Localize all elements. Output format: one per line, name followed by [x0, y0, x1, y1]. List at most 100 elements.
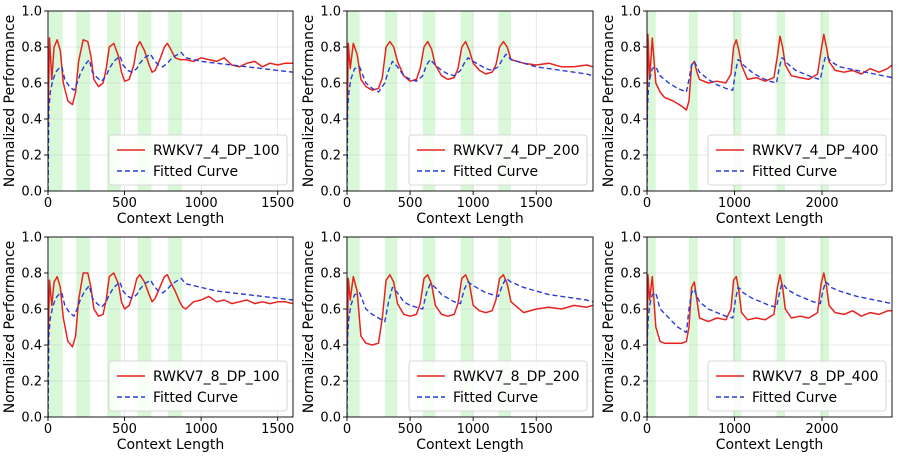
- x-tick-label: 0: [44, 422, 52, 437]
- y-axis-label: Normalized Performance: [2, 15, 18, 188]
- x-tick-label: 1500: [520, 422, 553, 437]
- legend-label: RWKV7_8_DP_400: [752, 369, 879, 385]
- shaded-region: [689, 11, 698, 191]
- legend-label: RWKV7_4_DP_400: [752, 143, 879, 159]
- legend-label: Fitted Curve: [153, 164, 238, 180]
- x-axis-label: Context Length: [117, 437, 225, 453]
- y-tick-label: 0.2: [320, 375, 341, 390]
- shaded-region: [647, 11, 656, 191]
- legend-label: Fitted Curve: [453, 164, 538, 180]
- legend-box: [707, 360, 887, 412]
- x-tick-label: 2000: [805, 422, 838, 437]
- performance-line: [48, 37, 293, 123]
- x-tick-label: 0: [643, 196, 651, 211]
- shaded-region: [347, 237, 360, 417]
- y-tick-label: 0.2: [21, 149, 42, 164]
- legend: RWKV7_8_DP_100 Fitted Curve: [108, 360, 288, 412]
- y-tick-label: 0.2: [620, 375, 641, 390]
- fitted-curve-line: [48, 51, 293, 191]
- x-axis-label: Context Length: [716, 211, 824, 227]
- y-tick-label: 0.8: [320, 41, 341, 56]
- y-tick-label: 1.0: [320, 5, 341, 20]
- shaded-region: [48, 11, 63, 191]
- y-tick-label: 1.0: [320, 231, 341, 246]
- y-tick-label: 0.0: [320, 185, 341, 200]
- x-tick-label: 1500: [261, 422, 294, 437]
- shaded-region: [820, 237, 829, 417]
- y-tick-label: 0.6: [21, 77, 42, 92]
- axes-frame: [646, 10, 893, 192]
- axes-frame: [346, 236, 594, 418]
- shaded-region: [820, 11, 829, 191]
- shaded-region: [48, 237, 63, 417]
- y-tick-label: 0.0: [620, 185, 641, 200]
- x-tick-label: 500: [112, 196, 137, 211]
- performance-line: [347, 274, 593, 355]
- x-axis-label: Context Length: [416, 211, 524, 227]
- x-tick-label: 1000: [718, 196, 751, 211]
- performance-line: [48, 272, 293, 349]
- legend-label: Fitted Curve: [752, 164, 837, 180]
- y-tick-label: 1.0: [620, 231, 641, 246]
- y-tick-label: 0.8: [620, 41, 641, 56]
- legend-label: RWKV7_4_DP_200: [453, 143, 580, 159]
- y-tick-label: 0.8: [21, 41, 42, 56]
- shaded-region: [384, 237, 398, 417]
- x-tick-label: 2000: [805, 196, 838, 211]
- performance-line: [647, 33, 892, 129]
- y-tick-label: 0.6: [21, 303, 42, 318]
- chart-panel-4: 0.0 0.2 0.4 0.6 0.8 1.0 0 500 1000 1500 Context Le…: [2, 231, 294, 454]
- x-axis-label: Context Length: [716, 437, 824, 453]
- y-tick-label: 0.0: [320, 411, 341, 426]
- legend-box: [707, 134, 887, 186]
- axes-frame: [47, 10, 294, 192]
- legend-label: RWKV7_8_DP_100: [153, 369, 280, 385]
- x-tick-label: 500: [398, 422, 423, 437]
- y-tick-label: 0.2: [320, 149, 341, 164]
- legend-label: Fitted Curve: [752, 390, 837, 406]
- y-tick-label: 0.8: [320, 267, 341, 282]
- legend-box: [408, 360, 588, 412]
- y-tick-label: 0.6: [320, 77, 341, 92]
- y-tick-label: 0.4: [620, 113, 641, 128]
- shaded-region: [647, 237, 656, 417]
- legend-label: Fitted Curve: [153, 390, 238, 406]
- x-tick-label: 1000: [185, 422, 218, 437]
- fitted-curve-line: [647, 55, 892, 191]
- fitted-curve-line: [647, 281, 892, 417]
- legend: RWKV7_4_DP_100 Fitted Curve: [108, 134, 288, 186]
- y-tick-label: 1.0: [620, 5, 641, 20]
- legend: RWKV7_8_DP_400 Fitted Curve: [707, 360, 887, 412]
- y-tick-label: 0.4: [21, 113, 42, 128]
- y-tick-label: 0.4: [320, 339, 341, 354]
- x-tick-label: 0: [643, 422, 651, 437]
- shaded-region: [384, 11, 398, 191]
- y-axis-label: Normalized Performance: [301, 15, 317, 188]
- shaded-region: [732, 11, 742, 191]
- shaded-region: [776, 11, 786, 191]
- shaded-region: [732, 237, 742, 417]
- x-tick-label: 1000: [457, 196, 490, 211]
- y-tick-label: 0.8: [21, 267, 42, 282]
- x-tick-label: 500: [398, 196, 423, 211]
- legend: RWKV7_8_DP_200 Fitted Curve: [408, 360, 588, 412]
- x-tick-label: 1000: [457, 422, 490, 437]
- y-tick-label: 1.0: [21, 231, 42, 246]
- y-tick-label: 0.6: [620, 77, 641, 92]
- y-tick-label: 0.0: [21, 411, 42, 426]
- axes-frame: [346, 10, 594, 192]
- shaded-region: [347, 11, 360, 191]
- y-tick-label: 0.0: [620, 411, 641, 426]
- x-tick-label: 0: [343, 196, 351, 211]
- x-tick-label: 500: [112, 422, 137, 437]
- chart-panel-1: 0.0 0.2 0.4 0.6 0.8 1.0 0 500 1000 1500 Context Le…: [2, 5, 294, 228]
- x-axis-label: Context Length: [416, 437, 524, 453]
- y-axis-label: Normalized Performance: [601, 241, 617, 414]
- fitted-curve-line: [48, 277, 293, 417]
- shaded-region: [76, 11, 91, 191]
- x-tick-label: 1500: [261, 196, 294, 211]
